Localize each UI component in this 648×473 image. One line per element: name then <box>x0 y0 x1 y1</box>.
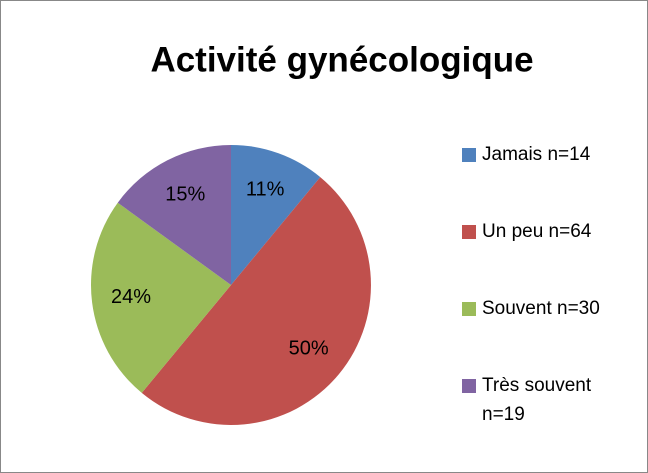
chart-title: Activité gynécologique <box>150 40 533 79</box>
legend-label: Très souvent n=19 <box>482 375 592 425</box>
legend-swatch <box>462 379 476 393</box>
data-label: 24% <box>111 286 151 308</box>
pie-slice <box>91 202 231 393</box>
data-label: 11% <box>246 178 285 200</box>
legend-swatch <box>462 225 476 239</box>
data-label: 50% <box>289 338 329 360</box>
pie-slice <box>141 177 371 425</box>
legend-swatch <box>462 302 476 316</box>
data-label: 15% <box>165 183 205 205</box>
legend-swatch <box>462 148 476 162</box>
pie-slice <box>117 145 231 285</box>
legend-label: Jamais n=14 <box>482 144 591 165</box>
legend-label: Un peu n=64 <box>482 221 592 242</box>
legend-line: n=19 <box>482 404 525 425</box>
legend-line: Très souvent <box>482 375 592 396</box>
pie-slice <box>231 145 321 285</box>
legend-label: Souvent n=30 <box>482 298 600 319</box>
